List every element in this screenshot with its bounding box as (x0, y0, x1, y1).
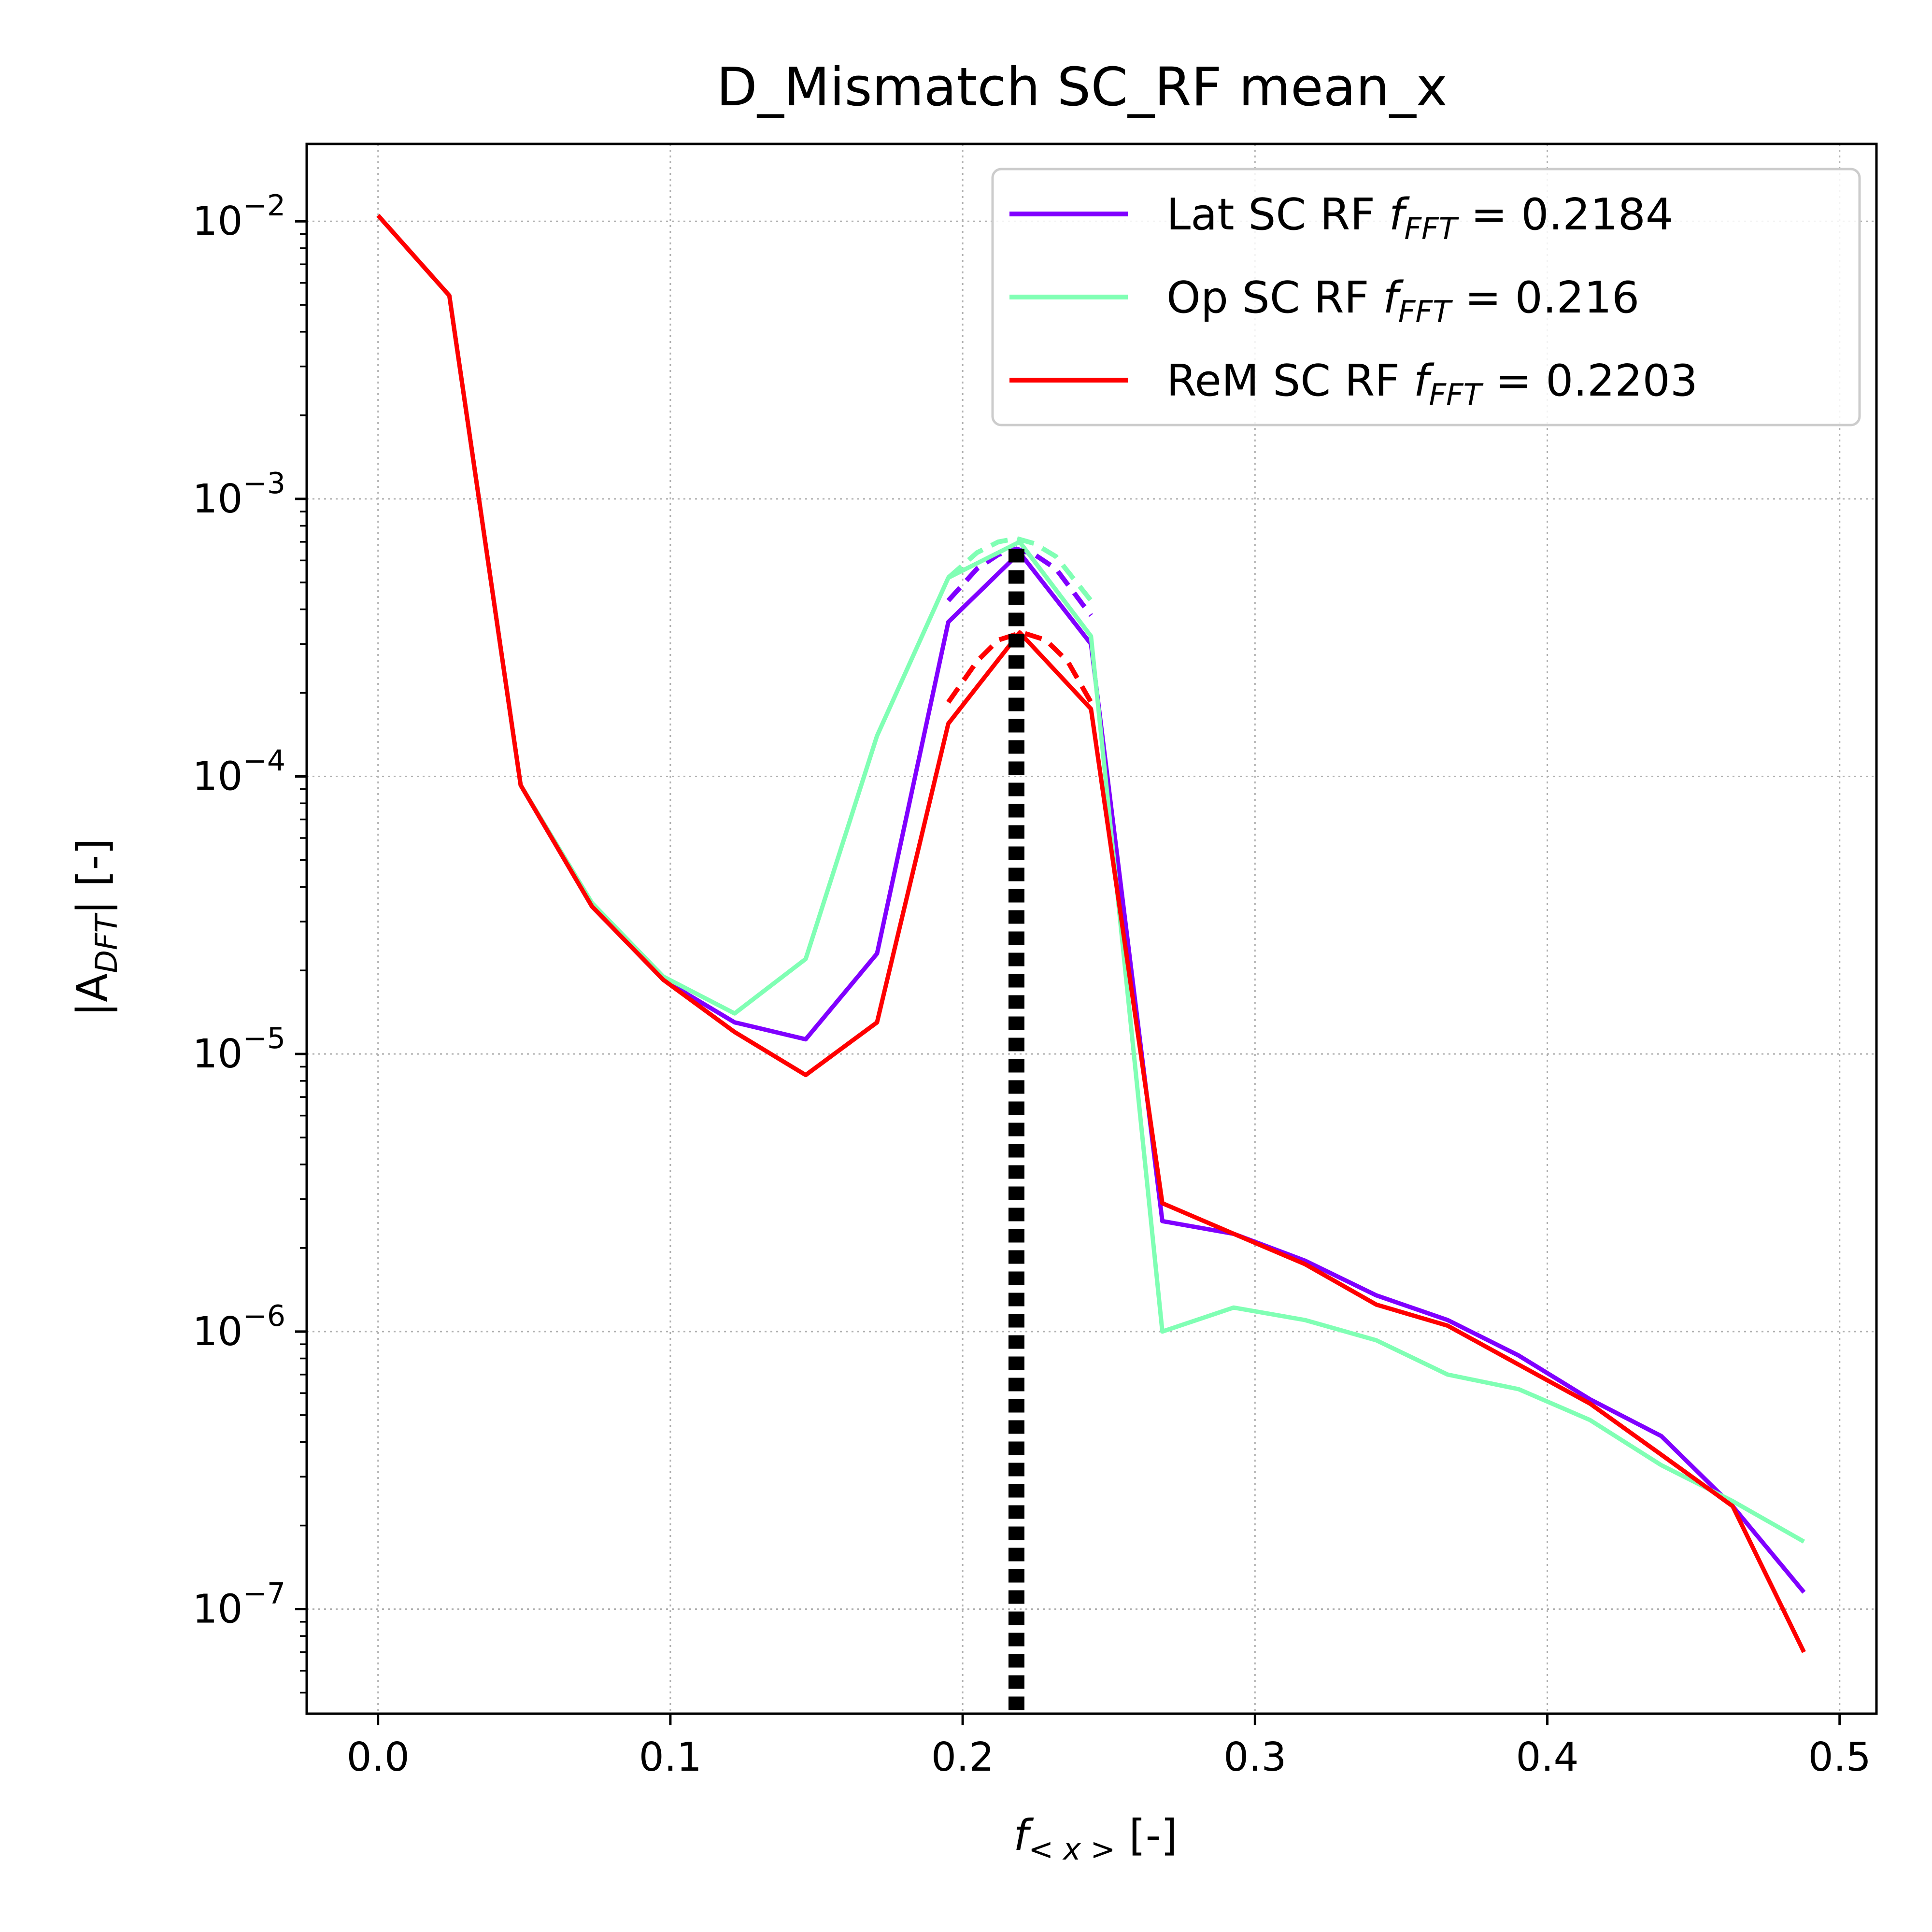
legend-label-subscript: FFT (1398, 294, 1453, 329)
chart-title: D_Mismatch SC_RF mean_x (716, 56, 1448, 118)
legend-series-value: 0.2184 (1521, 189, 1673, 240)
x-tick-label: 0.2 (931, 1734, 994, 1780)
y-tick-label-exponent: −3 (243, 467, 285, 500)
x-tick-label: 0.1 (639, 1734, 702, 1780)
x-tick-label: 0.3 (1223, 1734, 1286, 1780)
x-axis-title-subscript: < x > (1028, 1832, 1115, 1867)
legend-series-name: Lat SC RF (1166, 189, 1389, 240)
y-tick-label-exponent: −7 (243, 1577, 285, 1610)
series-fit-line (947, 536, 1093, 602)
legend-label-equals: = (1451, 272, 1515, 323)
legend-box (991, 168, 1861, 426)
y-axis-title: |ADFT| [-] (68, 838, 124, 1016)
y-tick-label-base: 10 (192, 199, 242, 244)
y-tick-label: 10−4 (192, 744, 285, 800)
y-tick-label: 10−6 (192, 1299, 285, 1355)
y-tick-label-exponent: −2 (243, 189, 285, 223)
x-axis-title-unit: [-] (1115, 1810, 1177, 1860)
plot-area-frame (305, 142, 1878, 1715)
legend-label-equals: = (1457, 189, 1521, 240)
y-tick-label-base: 10 (192, 1031, 242, 1077)
y-axis-title-subscript: DFT (89, 912, 124, 973)
legend-label-equals: = (1482, 355, 1546, 406)
legend: Lat SC RF fFFT = 0.2184 Op SC RF fFFT = 0… (991, 168, 1861, 426)
y-tick-label-base: 10 (192, 754, 242, 800)
y-tick-label-exponent: −4 (243, 744, 285, 778)
series-line (376, 214, 1806, 1653)
y-tick-label: 10−5 (192, 1022, 285, 1077)
legend-label-subscript: FFT (1429, 377, 1483, 412)
series-line (376, 214, 1805, 1544)
y-axis-title-post: | [-] (68, 838, 118, 914)
y-tick-label-exponent: −6 (243, 1299, 285, 1333)
x-tick-label: 0.5 (1808, 1734, 1871, 1780)
y-tick-label-base: 10 (192, 1309, 242, 1355)
y-tick-label-base: 10 (192, 476, 242, 522)
series-layer (376, 214, 1806, 1653)
legend-series-name: ReM SC RF (1166, 355, 1414, 406)
legend-entry: Lat SC RF fFFT = 0.2184 (1166, 189, 1673, 246)
y-tick-label: 10−2 (192, 189, 285, 244)
axes: 0.0 0.1 0.2 0.3 0.4 0.510−710−610−510−410−310… (192, 189, 1871, 1780)
legend-entry: Op SC RF fFFT = 0.216 (1166, 272, 1639, 329)
legend-series-value: 0.216 (1515, 272, 1640, 323)
y-tick-label-exponent: −5 (243, 1022, 285, 1055)
y-tick-label: 10−7 (192, 1577, 285, 1632)
x-tick-label: 0.0 (346, 1734, 409, 1780)
y-tick-label-base: 10 (192, 1586, 242, 1632)
legend-entry: ReM SC RF fFFT = 0.2203 (1166, 355, 1698, 412)
y-axis-title-pre: |A (68, 973, 118, 1017)
y-tick-label: 10−3 (192, 467, 285, 522)
legend-label-subscript: FFT (1404, 211, 1459, 246)
legend-series-name: Op SC RF (1166, 272, 1383, 323)
x-tick-label: 0.4 (1516, 1734, 1578, 1780)
legend-series-value: 0.2203 (1546, 355, 1698, 406)
